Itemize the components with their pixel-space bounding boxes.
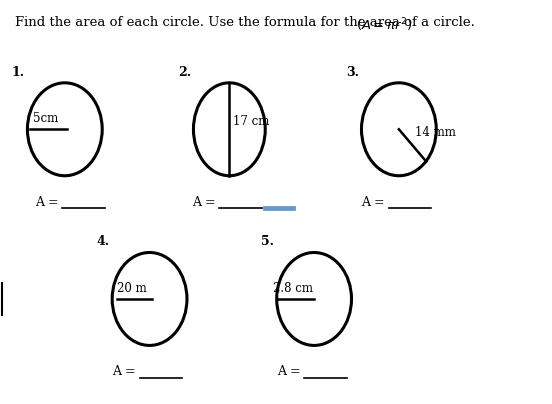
Text: A =: A = xyxy=(112,365,140,378)
Text: 1.: 1. xyxy=(12,66,25,79)
Text: 5.: 5. xyxy=(261,236,274,248)
Text: A =: A = xyxy=(362,196,389,208)
Text: Find the area of each circle. Use the formula for the area of a circle.: Find the area of each circle. Use the fo… xyxy=(15,16,484,29)
Text: 20 m: 20 m xyxy=(117,282,147,295)
Text: A =: A = xyxy=(277,365,304,378)
Text: A =: A = xyxy=(35,196,62,208)
Text: 2.8 cm: 2.8 cm xyxy=(273,282,313,295)
Text: $(A = \pi r^2)$: $(A = \pi r^2)$ xyxy=(357,16,413,34)
Text: 17 cm: 17 cm xyxy=(233,115,270,128)
Text: A =: A = xyxy=(192,196,220,208)
Text: 2.: 2. xyxy=(178,66,191,79)
Text: 5cm: 5cm xyxy=(34,112,59,125)
Text: 14 mm: 14 mm xyxy=(415,126,456,139)
Text: 3.: 3. xyxy=(346,66,359,79)
Text: 4.: 4. xyxy=(97,236,110,248)
